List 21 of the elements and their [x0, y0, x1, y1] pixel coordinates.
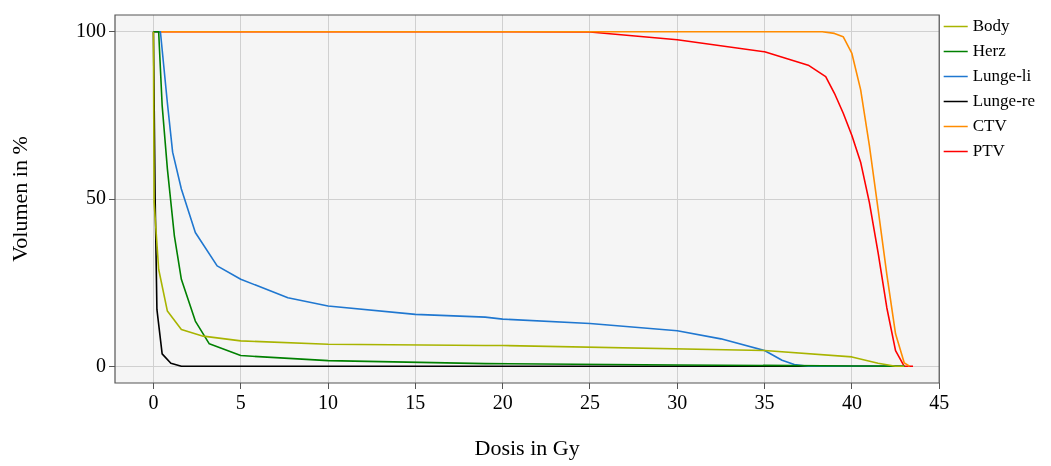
y-tick-label: 100: [76, 18, 106, 41]
legend-label: CTV: [972, 115, 1008, 135]
legend-label: Lunge-re: [972, 90, 1036, 110]
x-tick-label: 45: [929, 391, 950, 414]
x-tick-label: 15: [405, 391, 426, 414]
x-tick-label: 30: [667, 391, 688, 414]
y-tick-label: 0: [96, 353, 106, 376]
legend-label: Herz: [972, 40, 1007, 60]
legend-label: Body: [972, 15, 1011, 35]
x-tick-label: 5: [235, 391, 246, 414]
legend-label: PTV: [972, 140, 1006, 160]
x-axis-title: Dosis in Gy: [474, 434, 580, 460]
x-tick-label: 20: [492, 391, 513, 414]
x-tick-label: 0: [148, 391, 159, 414]
x-tick-label: 25: [579, 391, 600, 414]
y-axis-title: Volumen in %: [6, 136, 32, 262]
legend-label: Lunge-li: [972, 65, 1032, 85]
x-tick-label: 35: [754, 391, 775, 414]
x-tick-label: 40: [841, 391, 862, 414]
x-tick-label: 10: [318, 391, 339, 414]
y-tick-label: 50: [86, 186, 106, 209]
